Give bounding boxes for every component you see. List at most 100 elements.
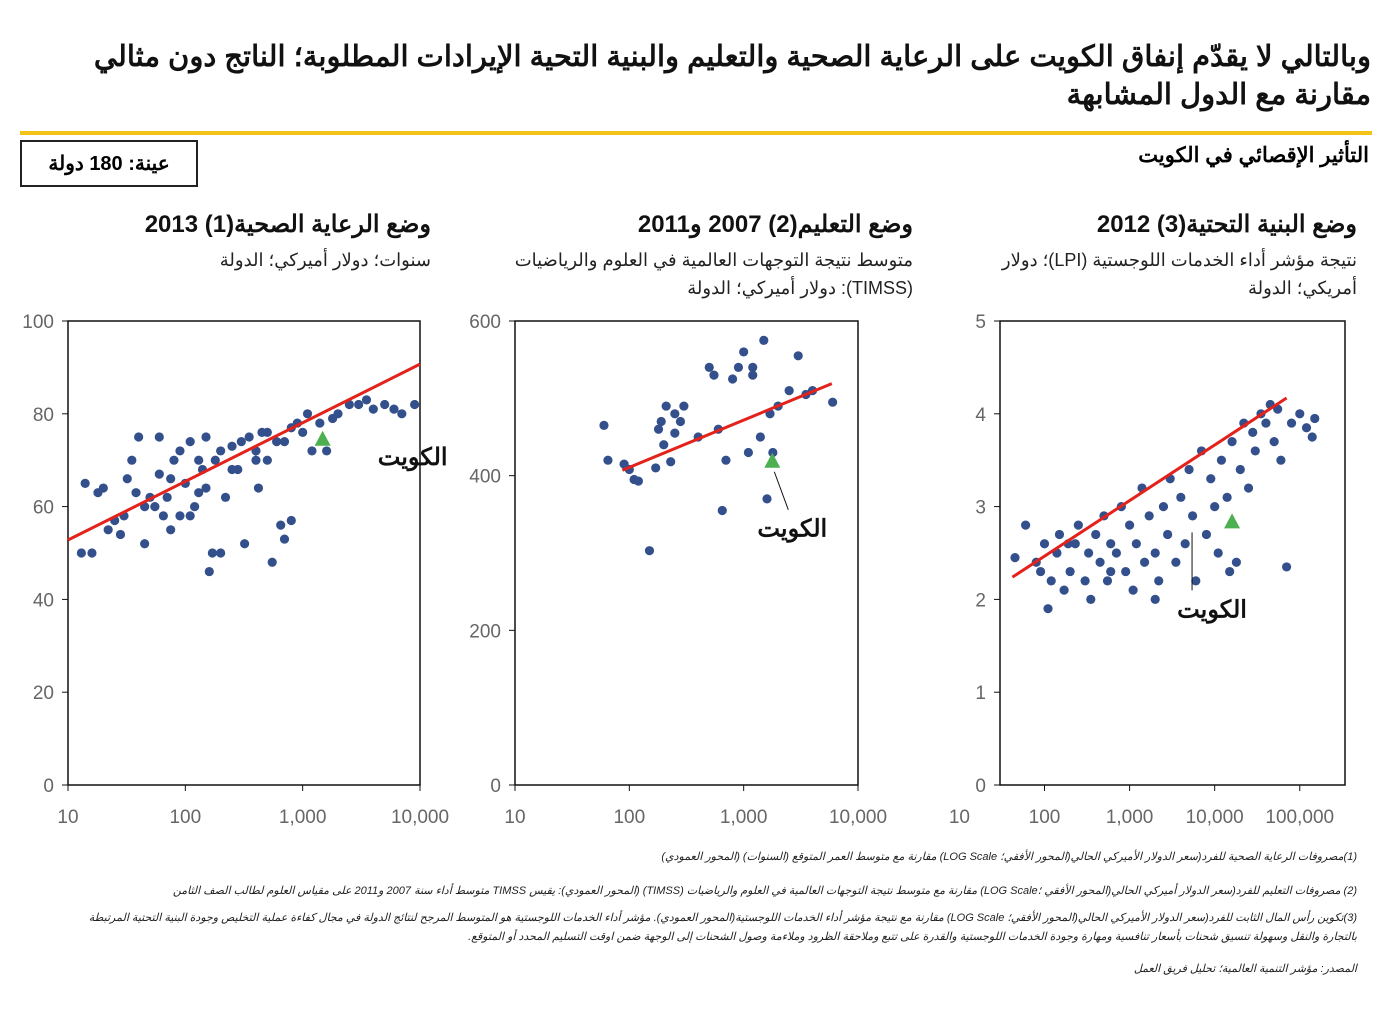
data-point	[670, 409, 680, 419]
data-point	[727, 374, 738, 384]
data-point	[154, 432, 164, 442]
page-title: وبالتالي لا يقدّم إنفاق الكويت على الرعا…	[93, 41, 1371, 111]
data-point	[244, 432, 254, 442]
data-point	[1070, 539, 1080, 549]
data-point	[1210, 502, 1220, 512]
data-point	[354, 399, 364, 410]
data-point	[158, 511, 168, 521]
y-tick-label: 0	[975, 776, 986, 797]
kuwait-label: الكويت	[757, 516, 827, 544]
data-point	[166, 474, 176, 484]
kuwait-marker	[764, 452, 781, 468]
data-point	[1261, 418, 1271, 428]
data-point	[194, 455, 204, 465]
data-point	[154, 469, 164, 479]
data-point	[1248, 427, 1258, 437]
y-tick-label: 0	[43, 776, 54, 797]
x-tick-label: 100	[613, 807, 645, 828]
x-tick-label: 100,000	[1265, 807, 1334, 828]
x-tick-label: 10,000	[1186, 807, 1244, 828]
data-point	[1201, 529, 1212, 540]
data-point	[651, 463, 661, 473]
y-tick-label: 80	[33, 405, 54, 426]
data-point	[743, 447, 753, 458]
data-point	[368, 404, 378, 414]
data-point	[122, 474, 132, 484]
footnote-3: (3)تكوين رأس المال الثابت للفرد(سعر الدو…	[88, 912, 1357, 924]
data-point	[194, 488, 204, 498]
data-point	[1216, 455, 1227, 465]
data-point	[1150, 548, 1160, 558]
data-point	[1243, 483, 1254, 493]
y-tick-label: 60	[33, 498, 54, 519]
data-point	[793, 351, 803, 361]
data-point	[1231, 557, 1242, 567]
data-point	[653, 424, 664, 434]
data-point	[1102, 576, 1113, 586]
data-point	[175, 446, 185, 456]
x-tick-label: 10	[57, 807, 78, 828]
data-point	[134, 432, 144, 442]
data-point	[1131, 539, 1141, 549]
data-point	[1286, 418, 1297, 428]
chart-3: 0 1 2 3 4 5 10 100 1,000 10,000 100,000 الكويت	[949, 312, 1346, 828]
data-point	[670, 428, 680, 438]
y-tick-label: 4	[975, 405, 986, 426]
data-point	[755, 432, 765, 442]
data-point	[98, 483, 108, 493]
data-point	[1154, 576, 1164, 586]
data-point	[1121, 566, 1131, 577]
data-point	[1225, 566, 1235, 577]
data-point	[410, 399, 420, 410]
data-point	[1150, 594, 1160, 605]
trend-line	[1011, 396, 1288, 579]
x-tick-label: 10,000	[391, 807, 449, 828]
y-tick-label: 2	[975, 590, 986, 611]
data-point	[87, 548, 97, 558]
data-point	[227, 441, 237, 451]
data-point	[150, 502, 160, 512]
data-point	[240, 539, 250, 549]
data-point	[709, 370, 719, 380]
data-point	[103, 525, 113, 535]
chart-1-subtitle: سنوات؛ دولار أميركي؛ الدولة	[219, 250, 431, 270]
data-point	[201, 432, 211, 442]
data-point	[762, 494, 772, 504]
data-point	[131, 488, 141, 498]
chart-1: 0 20 40 60 80 100 10 100 1,000 10,000 الكويت	[22, 312, 449, 828]
footnote-1: (1)مصروفات الرعاية الصحية للفرد(سعر الدو…	[661, 851, 1357, 863]
data-point	[1106, 539, 1116, 549]
data-point	[675, 416, 686, 427]
y-tick-label: 40	[33, 590, 54, 611]
plot-frame	[999, 320, 1346, 786]
data-point	[661, 401, 671, 411]
data-point	[140, 539, 150, 549]
y-tick-label: 3	[975, 498, 986, 519]
data-point	[1046, 576, 1056, 586]
data-point	[717, 505, 727, 516]
data-point	[298, 427, 308, 437]
data-point	[603, 455, 613, 465]
data-point	[204, 566, 214, 577]
data-point	[307, 446, 317, 456]
data-point	[656, 416, 666, 427]
x-tick-label: 100	[1029, 807, 1061, 828]
y-tick-label: 100	[22, 312, 54, 333]
x-tick-label: 10	[504, 807, 525, 828]
data-point	[1059, 585, 1069, 595]
data-point	[207, 548, 217, 558]
y-tick-label: 200	[469, 621, 501, 642]
chart-1-title: وضع الرعاية الصحية(1) 2013	[144, 211, 431, 238]
x-tick-label: 1,000	[1106, 807, 1154, 828]
data-point	[253, 483, 264, 493]
data-point	[162, 492, 172, 502]
data-point	[721, 455, 731, 465]
data-point	[1222, 492, 1232, 502]
data-point	[1301, 423, 1312, 433]
data-point	[666, 457, 676, 467]
accent-divider	[20, 131, 1372, 135]
chart-2-title: وضع التعليم(2) 2007 و2011	[637, 211, 913, 238]
data-point	[236, 437, 246, 447]
data-point	[286, 515, 296, 526]
